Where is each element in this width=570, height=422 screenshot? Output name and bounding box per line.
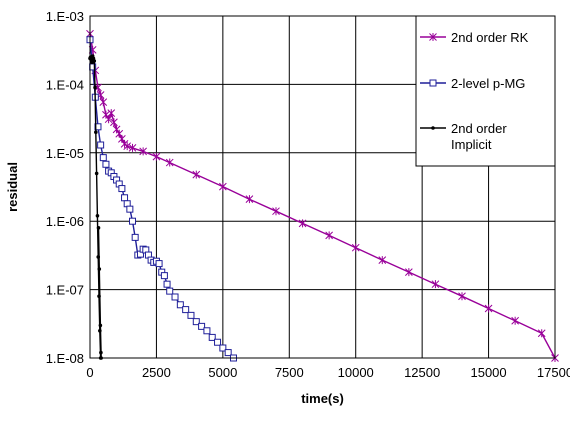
data-point: [160, 272, 168, 280]
data-point: [118, 185, 126, 193]
data-point: [405, 268, 413, 277]
data-point: [94, 123, 102, 131]
x-tick-label: 5000: [208, 365, 237, 380]
data-point: [99, 350, 103, 355]
x-tick-label: 12500: [404, 365, 440, 380]
data-point: [203, 327, 211, 335]
data-point: [139, 147, 147, 156]
x-tick-label: 2500: [142, 365, 171, 380]
data-point: [224, 349, 232, 357]
data-point: [325, 231, 333, 240]
data-point: [176, 301, 184, 309]
data-point: [187, 311, 195, 319]
data-point: [219, 344, 227, 352]
series-2: [88, 54, 103, 360]
data-point: [97, 141, 105, 149]
y-axis-label: residual: [5, 162, 20, 212]
data-point: [95, 213, 100, 218]
data-point: [126, 205, 134, 213]
data-point: [431, 280, 440, 289]
data-point: [198, 322, 206, 330]
data-point: [208, 333, 216, 341]
data-point: [171, 293, 179, 301]
legend-label: 2-level p-MG: [451, 76, 525, 91]
legend-entry: 2nd order RK: [420, 30, 529, 45]
data-point: [94, 171, 99, 176]
data-point: [484, 304, 493, 313]
y-tick-label: 1.E-03: [46, 9, 84, 24]
y-tick-label: 1.E-08: [46, 351, 84, 366]
data-point: [152, 152, 161, 161]
data-point: [128, 143, 137, 152]
legend-swatch-marker: [429, 79, 437, 87]
data-point: [102, 160, 110, 168]
data-point: [99, 98, 108, 107]
x-tick-label: 0: [86, 365, 93, 380]
data-point: [166, 287, 174, 295]
x-tick-label: 15000: [470, 365, 506, 380]
series-line: [89, 39, 234, 359]
data-point: [121, 194, 129, 202]
data-point: [110, 118, 118, 127]
data-point: [245, 195, 254, 204]
plot-frame: [89, 15, 556, 359]
series-1: [86, 36, 237, 362]
data-point: [163, 280, 171, 288]
data-point: [92, 59, 97, 63]
data-point: [96, 226, 101, 230]
y-tick-label: 1.E-07: [46, 283, 84, 298]
series-0: [86, 29, 559, 362]
data-point: [155, 260, 163, 268]
data-point: [93, 85, 97, 90]
y-tick-label: 1.E-04: [46, 77, 84, 92]
series-line: [89, 54, 102, 359]
x-tick-label: 10000: [338, 365, 374, 380]
data-point: [94, 130, 98, 135]
data-point: [298, 219, 307, 228]
data-point: [96, 255, 101, 259]
legend-entry: 2-level p-MG: [420, 76, 525, 91]
data-point: [511, 316, 519, 325]
data-point: [98, 328, 102, 333]
data-point: [192, 318, 200, 326]
data-point: [214, 338, 222, 346]
data-point: [378, 256, 387, 265]
data-point: [182, 306, 190, 314]
data-point: [123, 142, 132, 151]
legend-label: 2nd order RK: [451, 30, 529, 45]
data-point: [97, 294, 101, 299]
data-point: [165, 158, 174, 167]
x-axis-label: time(s): [301, 391, 344, 406]
legend-swatch-marker: [431, 126, 435, 130]
data-point: [98, 323, 103, 328]
legend-box: [415, 15, 556, 167]
data-point: [272, 207, 280, 216]
data-point: [107, 109, 116, 118]
legend-label: 2nd order: [451, 121, 507, 136]
data-point: [192, 170, 201, 179]
data-point: [129, 217, 137, 225]
legend-label: Implicit: [451, 137, 492, 152]
legend: 2nd order RK 2-level p-MG 2nd orderImplici…: [415, 15, 556, 167]
data-point: [351, 243, 360, 252]
data-point: [458, 292, 466, 301]
series-line: [89, 33, 556, 359]
x-tick-label: 7500: [275, 365, 304, 380]
data-point: [99, 154, 107, 162]
legend-swatch-marker: [429, 33, 437, 41]
y-axis-ticks: 1.E-08 1.E-07 1.E-06 1.E-05 1.E-04 1.E-03: [46, 9, 84, 366]
data-point: [219, 182, 227, 191]
data-point: [97, 267, 102, 271]
data-point: [131, 233, 139, 241]
data-point: [537, 329, 546, 338]
y-tick-label: 1.E-05: [46, 146, 84, 161]
x-tick-label: 17500: [537, 365, 570, 380]
x-axis-ticks: 0 2500 5000 7500 10000 12500 15000 17500: [86, 365, 570, 380]
y-tick-label: 1.E-06: [46, 214, 84, 229]
